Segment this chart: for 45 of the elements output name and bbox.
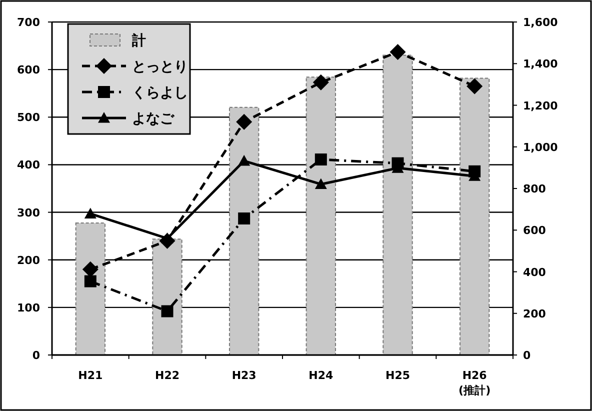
y2-tick-label: 1,400 (523, 58, 558, 71)
y-tick-label: 100 (17, 301, 40, 314)
bar (152, 238, 182, 356)
point (238, 154, 250, 166)
point (236, 114, 252, 130)
x-tick-label: H21 (78, 369, 103, 382)
bar (459, 78, 490, 356)
bar (382, 54, 413, 356)
y2-tick-label: 1,000 (523, 140, 558, 154)
point (314, 178, 327, 190)
bar (75, 222, 106, 356)
point (82, 261, 98, 278)
y-tick-label: 700 (17, 16, 40, 29)
y2-tick-label: 600 (523, 224, 546, 238)
bar (306, 76, 336, 356)
x-tick-label: H25 (385, 369, 410, 382)
y-tick-label: 400 (17, 158, 40, 172)
y-tick-label: 200 (17, 254, 40, 267)
point (312, 74, 329, 90)
y2-tick-label: 1,200 (523, 99, 558, 112)
x-tick-label: H23 (232, 369, 256, 382)
point (84, 208, 96, 219)
point (466, 78, 483, 94)
legend-label: とっとり (132, 59, 188, 75)
legend-label: よなご (132, 111, 175, 127)
legend-label: 計 (131, 33, 146, 49)
bar (228, 106, 260, 356)
legend-label: くらよし (132, 85, 188, 101)
point (390, 44, 406, 60)
x-tick-label: H22 (154, 369, 180, 382)
y2-tick-label: 1,600 (523, 16, 558, 29)
x-tick-label: H24 (308, 369, 334, 382)
y-tick-label: 500 (17, 111, 40, 124)
y2-tick-label: 200 (523, 307, 546, 320)
y2-tick-label: 400 (523, 266, 546, 279)
x-tick-label: H26 (推計) (458, 369, 491, 397)
point (314, 153, 327, 166)
y-tick-label: 300 (17, 206, 40, 220)
y-tick-label: 600 (17, 64, 40, 77)
point (161, 305, 174, 318)
y2-tick-label: 0 (523, 349, 531, 362)
point (84, 275, 96, 288)
y2-tick-label: 800 (523, 182, 546, 196)
y-tick-label: 0 (32, 349, 40, 362)
point (238, 212, 250, 224)
